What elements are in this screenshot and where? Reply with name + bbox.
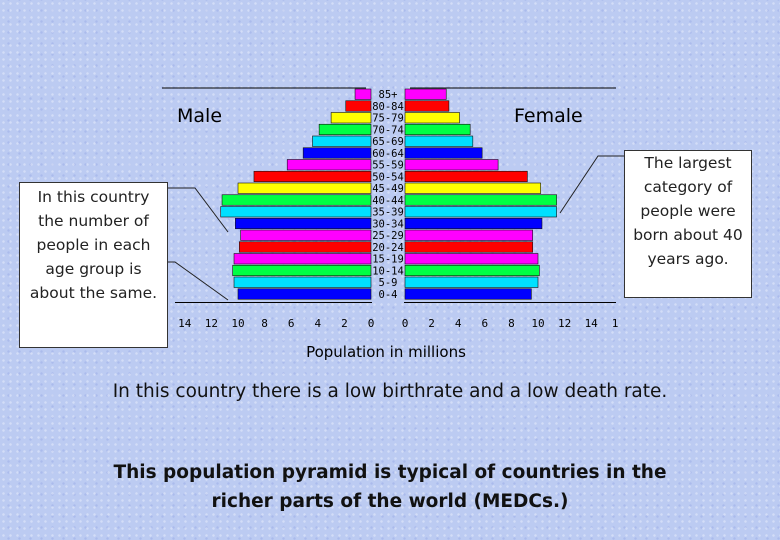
- male-bar: [232, 264, 372, 277]
- female-bar: [404, 170, 528, 183]
- age-group-label: 50-54: [372, 171, 404, 183]
- x-tick-label-left: 10: [231, 317, 244, 330]
- x-tick-label-left: 2: [341, 317, 348, 330]
- age-group-label: 60-64: [372, 148, 404, 160]
- female-bar: [404, 264, 540, 277]
- female-bar: [404, 253, 539, 265]
- age-group-label: 45-49: [372, 183, 404, 195]
- age-group-label: 40-44: [372, 195, 404, 207]
- age-group-label: 55-59: [372, 160, 404, 172]
- x-tick-label-right: 2: [428, 317, 435, 330]
- age-group-label: 5-9: [379, 277, 398, 289]
- male-bar: [239, 241, 372, 253]
- male-bar: [318, 123, 372, 136]
- age-group-label: 70-74: [372, 124, 404, 136]
- x-tick-label-left: 4: [314, 317, 321, 330]
- caption-birthrate: In this country there is a low birthrate…: [112, 381, 668, 402]
- x-tick-label-left: 14: [178, 317, 192, 330]
- female-bar: [404, 123, 471, 136]
- x-tick-label-right: 10: [531, 317, 544, 330]
- callout-left: In this country the number of people in …: [19, 182, 168, 348]
- female-bar: [404, 206, 557, 218]
- age-group-label: 30-34: [372, 218, 404, 230]
- male-bar: [312, 135, 372, 147]
- female-bar: [404, 112, 460, 124]
- male-bar: [286, 159, 372, 171]
- age-group-label: 0-4: [379, 289, 398, 301]
- male-bar: [233, 253, 372, 265]
- female-bar: [404, 194, 557, 206]
- age-group-label: 10-14: [372, 265, 404, 277]
- male-bar: [330, 112, 372, 124]
- age-group-label: 15-19: [372, 254, 404, 266]
- x-axis-title: Population in millions: [306, 343, 466, 361]
- x-tick-label-left: 6: [288, 317, 295, 330]
- female-bar: [404, 288, 532, 300]
- male-bar: [233, 276, 372, 288]
- male-bar: [354, 88, 372, 100]
- female-bar: [404, 88, 447, 100]
- callout-right-pointer: [559, 155, 624, 214]
- x-tick-label-right: 8: [508, 317, 515, 330]
- male-bar: [302, 147, 372, 159]
- male-bar: [235, 217, 372, 230]
- female-bar: [404, 147, 483, 159]
- x-tick-label-right: 14: [585, 317, 599, 330]
- x-tick-label-left: 12: [205, 317, 218, 330]
- age-group-label: 25-29: [372, 230, 404, 242]
- age-group-label: 65-69: [372, 136, 404, 148]
- callout-left-pointer-top: [168, 187, 229, 233]
- female-bar: [404, 135, 474, 147]
- male-bar: [253, 170, 372, 183]
- female-bar: [404, 229, 533, 241]
- x-tick-label-right: 4: [455, 317, 462, 330]
- callout-right: The largest category of people were born…: [624, 150, 752, 298]
- female-label: Female: [514, 105, 583, 127]
- male-bar: [221, 194, 372, 206]
- age-group-label: 75-79: [372, 113, 404, 125]
- age-group-label: 35-39: [372, 207, 404, 219]
- female-bar: [404, 241, 533, 253]
- male-bar: [237, 288, 372, 300]
- x-tick-label-right: 1: [612, 317, 619, 330]
- male-bar: [240, 229, 372, 241]
- male-bar: [345, 100, 372, 112]
- caption-medc: This population pyramid is typical of co…: [113, 462, 667, 512]
- male-label: Male: [177, 105, 222, 127]
- x-tick-label-left: 0: [368, 317, 375, 330]
- female-bar: [404, 100, 450, 112]
- female-bar: [404, 276, 539, 288]
- age-group-label: 85+: [379, 89, 398, 101]
- male-bar: [237, 182, 372, 194]
- female-bar: [404, 182, 541, 194]
- x-tick-label-left: 8: [261, 317, 268, 330]
- x-tick-label-right: 0: [402, 317, 409, 330]
- x-tick-label-right: 12: [558, 317, 571, 330]
- female-bar: [404, 159, 499, 171]
- female-bar: [404, 217, 543, 230]
- male-bar: [220, 206, 372, 218]
- age-group-label: 80-84: [372, 101, 404, 113]
- age-group-label: 20-24: [372, 242, 404, 254]
- x-tick-label-right: 6: [481, 317, 488, 330]
- callout-left-pointer-bottom: [168, 261, 229, 301]
